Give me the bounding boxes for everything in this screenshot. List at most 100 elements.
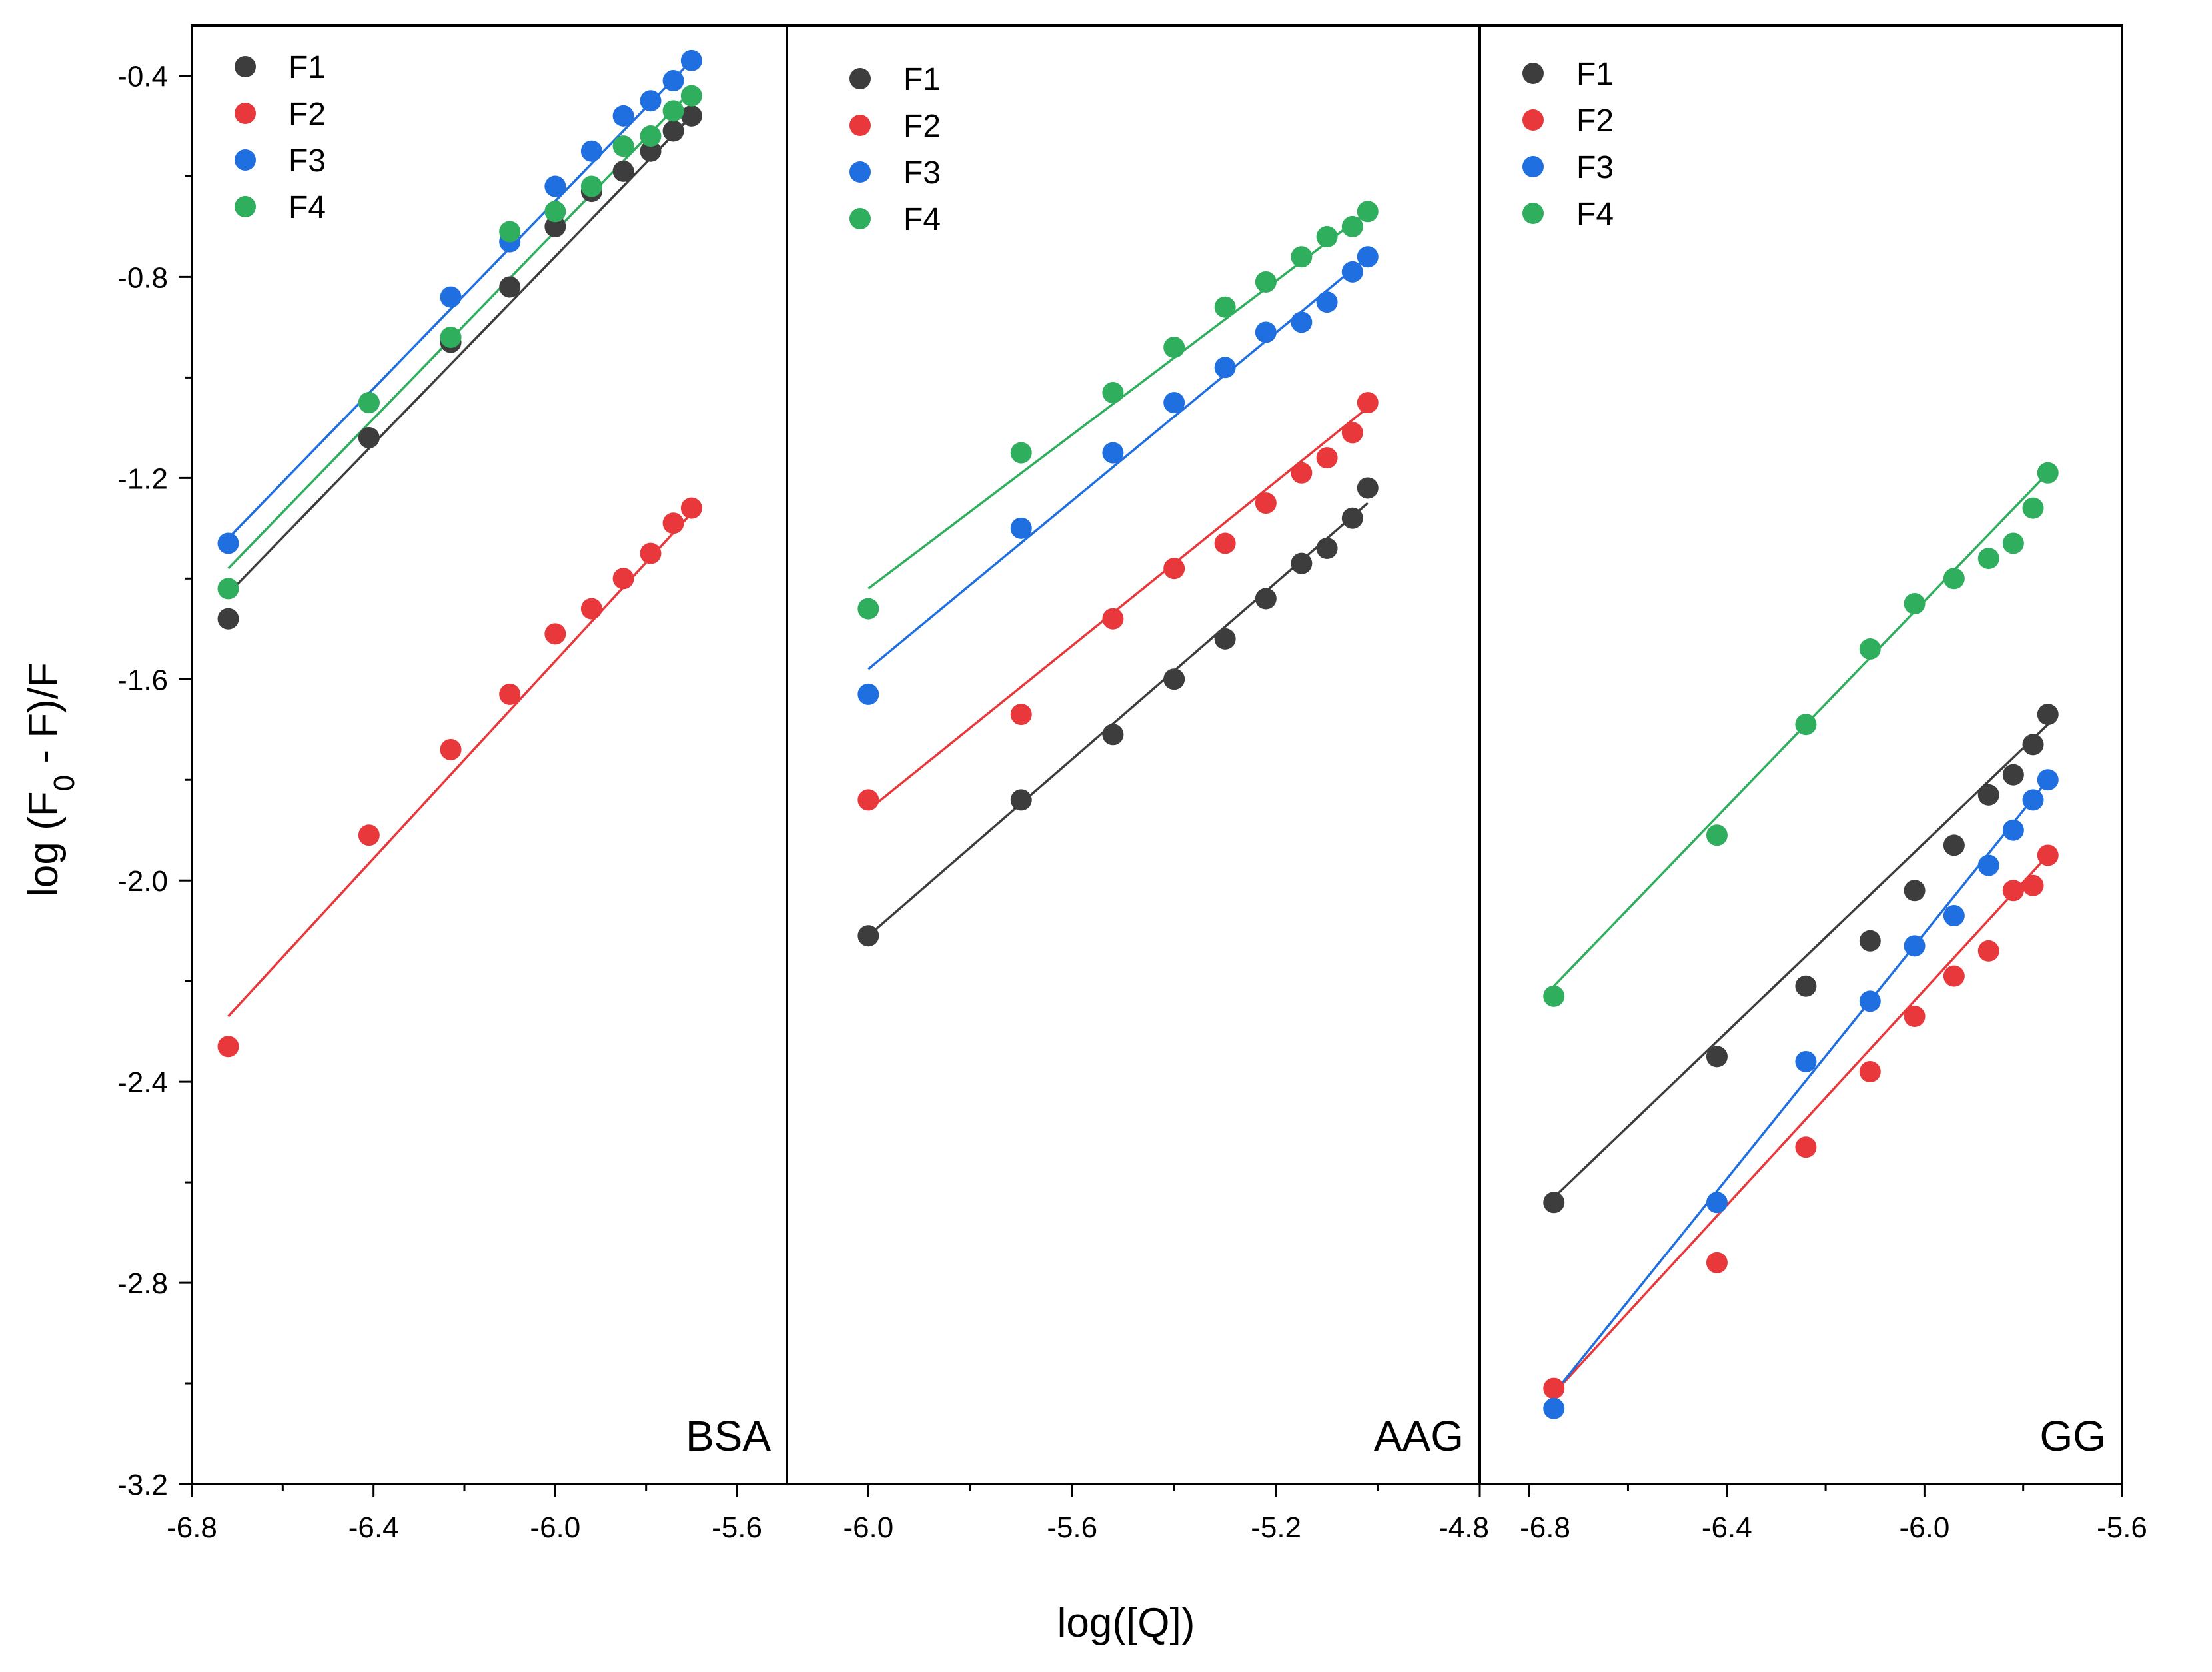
legend-marker-f4	[849, 208, 871, 229]
data-point-f3	[217, 532, 239, 554]
data-point-f1	[1291, 552, 1313, 574]
data-point-f3	[662, 70, 684, 92]
legend-label-f4: F4	[288, 190, 326, 225]
panel-label-gg: GG	[2039, 1412, 2106, 1460]
y-tick-label: -2.0	[117, 865, 168, 898]
data-point-f1	[1859, 930, 1881, 952]
data-point-f4	[1357, 201, 1379, 223]
data-point-f3	[1214, 357, 1236, 379]
data-point-f1	[857, 925, 879, 947]
data-point-f1	[499, 276, 521, 298]
x-tick-label: -6.4	[1702, 1511, 1752, 1544]
data-point-f1	[1316, 538, 1338, 560]
data-point-f4	[662, 100, 684, 122]
legend-marker-f2	[1522, 109, 1544, 131]
data-point-f2	[612, 568, 634, 590]
y-tick-label: -3.2	[117, 1469, 168, 1501]
fit-line-f2	[1552, 854, 2049, 1395]
data-point-f2	[1255, 492, 1277, 514]
data-point-f3	[1543, 1397, 1565, 1419]
data-point-f2	[1357, 392, 1379, 414]
data-point-f1	[2022, 734, 2044, 756]
data-point-f1	[1010, 789, 1032, 811]
data-point-f1	[217, 608, 239, 630]
panel-bsa: F1 F2 F3 F4 BSA	[217, 49, 771, 1460]
fit-line-f2	[867, 407, 1369, 811]
data-point-f3	[2002, 819, 2024, 841]
data-point-f1	[2037, 704, 2059, 726]
data-point-f3	[1357, 246, 1379, 268]
y-axis-title-suffix: - F)/F	[21, 662, 67, 775]
data-point-f2	[1291, 462, 1313, 484]
data-point-f3	[1904, 935, 1926, 957]
data-point-f2	[1102, 608, 1124, 630]
data-point-f1	[2002, 764, 2024, 786]
data-point-f4	[1943, 568, 1965, 590]
data-point-f2	[1795, 1136, 1817, 1158]
data-point-f4	[2037, 462, 2059, 484]
data-point-f3	[1341, 261, 1363, 283]
data-point-f4	[1291, 246, 1313, 268]
data-point-f3	[1010, 517, 1032, 539]
data-point-f3	[1316, 291, 1338, 313]
data-point-f3	[1255, 321, 1277, 343]
x-tick-label: -6.0	[530, 1511, 580, 1544]
data-point-f2	[217, 1036, 239, 1058]
data-point-f2	[1977, 940, 1999, 962]
data-point-f4	[1904, 593, 1926, 615]
fit-line-f1	[227, 115, 693, 595]
legend-label-f2: F2	[288, 97, 326, 132]
data-point-f4	[1706, 824, 1728, 846]
data-point-f1	[612, 160, 634, 182]
data-point-f2	[1214, 532, 1236, 554]
fit-line-f1	[1553, 723, 2049, 1199]
fit-line-f2	[227, 512, 693, 1018]
data-point-f3	[1163, 392, 1185, 414]
data-point-f2	[1904, 1006, 1926, 1028]
data-point-f1	[662, 120, 684, 142]
x-tick-label: -5.6	[2097, 1511, 2147, 1544]
axes: -6.8 -6.4 -6.0 -5.6 -6.0 -5.6 -5.2 -4.8 -6.8 -6.4…	[117, 24, 2147, 1544]
data-point-f4	[1977, 548, 1999, 570]
x-tick-label: -5.6	[712, 1511, 762, 1544]
data-point-f4	[358, 392, 380, 414]
data-point-f3	[1102, 442, 1124, 464]
data-point-f1	[1904, 880, 1926, 902]
fit-line-f3	[1552, 779, 2049, 1395]
legend-label-f2: F2	[903, 109, 941, 144]
data-point-f3	[680, 49, 702, 71]
y-tick-label: -2.4	[117, 1066, 168, 1099]
data-point-f2	[499, 683, 521, 705]
data-point-f2	[662, 512, 684, 534]
x-tick-label: -4.8	[1438, 1511, 1489, 1544]
legend-marker-f2	[235, 103, 256, 124]
data-point-f4	[1341, 215, 1363, 237]
panel-gg: F1 F2 F3 F4 GG	[1522, 57, 2106, 1460]
data-point-f4	[1316, 226, 1338, 248]
y-tick-label: -0.4	[117, 60, 168, 93]
data-point-f4	[612, 135, 634, 157]
data-point-f3	[1291, 311, 1313, 333]
data-point-f1	[1357, 477, 1379, 499]
legend-label-f2: F2	[1576, 103, 1614, 139]
data-point-f3	[580, 140, 602, 162]
data-point-f4	[2022, 497, 2044, 519]
legend-bsa: F1 F2 F3 F4	[235, 50, 326, 225]
x-tick-label: -5.6	[1047, 1511, 1097, 1544]
y-tick-label: -2.8	[117, 1267, 168, 1300]
data-point-f1	[1706, 1046, 1728, 1068]
data-point-f2	[1859, 1061, 1881, 1083]
plot-area: F1 F2 F3 F4 BSA F1 F2 F3 F4 AAG F1 F2 F3 F4 GG	[217, 49, 2106, 1460]
data-point-f3	[440, 286, 462, 308]
x-tick-label: -5.2	[1251, 1511, 1301, 1544]
data-point-f4	[680, 85, 702, 107]
data-point-f2	[1010, 704, 1032, 726]
data-point-f2	[440, 738, 462, 760]
data-point-f2	[2022, 874, 2044, 896]
data-point-f2	[857, 789, 879, 811]
data-point-f2	[680, 497, 702, 519]
data-point-f1	[1163, 668, 1185, 690]
data-point-f1	[1102, 724, 1124, 746]
data-point-f1	[640, 140, 662, 162]
